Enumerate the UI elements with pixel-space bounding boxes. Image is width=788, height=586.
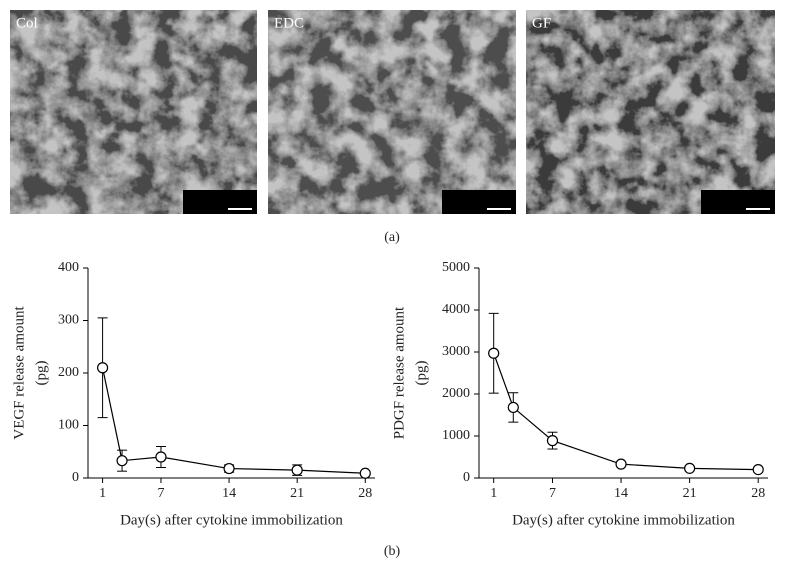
y-tick-label: 200 [58,365,79,380]
y-axis-label: VEGF release amount [11,306,27,440]
sem-image: Col [10,10,257,214]
y-tick-label: 300 [58,313,79,328]
y-tick-label: 3000 [442,344,470,359]
data-point [223,462,235,475]
x-tick-label: 1 [490,486,497,501]
y-tick-label: 5000 [442,260,470,275]
x-tick-label: 14 [614,486,628,501]
y-tick-label: 0 [72,470,79,485]
image-label: GF [532,15,551,31]
y-tick-label: 100 [58,418,79,433]
data-point [684,462,696,474]
x-axis-label: Day(s) after cytokine immobilization [512,512,735,528]
data-point [116,455,128,467]
data-point [546,435,559,447]
x-tick-label: 21 [683,486,697,501]
data-point [488,347,500,359]
panel-caption: (a) [384,230,400,245]
data-point [615,458,627,470]
sem-image: EDC [268,10,516,214]
x-axis-label: Day(s) after cytokine immobilization [120,512,343,528]
y-tick-label: 4000 [442,302,470,317]
y-axis-label: (pg) [33,361,49,386]
image-label: Col [16,15,38,31]
x-tick-label: 28 [751,486,765,501]
data-point [359,467,371,479]
data-point [96,362,109,374]
image-label: EDC [274,15,304,31]
y-tick-label: 2000 [442,386,470,401]
y-axis-label: PDGF release amount [391,306,407,439]
x-tick-label: 28 [358,486,372,501]
x-tick-label: 1 [99,486,106,501]
sem-image: GF [526,10,775,214]
data-line [493,353,759,471]
data-point [752,464,764,476]
data-point [155,451,167,463]
x-tick-label: 7 [157,486,164,501]
x-tick-label: 14 [222,486,236,501]
y-tick-label: 0 [463,470,470,485]
y-tick-label: 1000 [442,428,470,443]
data-line [102,367,366,474]
panel-caption: (b) [384,544,401,559]
x-tick-label: 21 [290,486,304,501]
x-tick-label: 7 [549,486,556,501]
y-tick-label: 400 [58,260,79,275]
y-axis-label: (pg) [413,361,429,386]
data-point [507,401,519,414]
data-point [291,464,303,476]
